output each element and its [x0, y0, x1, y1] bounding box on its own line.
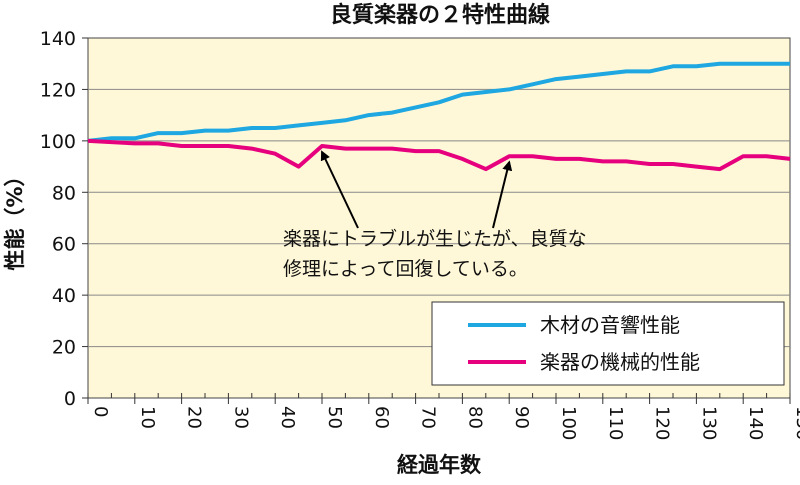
x-tick-label-70: 70 [418, 406, 439, 429]
y-tick-label-80: 80 [52, 182, 76, 204]
legend-label-wood-acoustic: 木材の音響性能 [540, 313, 680, 337]
x-tick-label-90: 90 [511, 406, 532, 429]
x-tick-label-10: 10 [137, 406, 158, 429]
x-tick-label-80: 80 [464, 406, 485, 429]
x-tick-marks [87, 393, 791, 404]
y-tick-label-40: 40 [52, 285, 76, 307]
x-tick-label-140: 140 [745, 406, 766, 440]
annotation-line-2: 修理によって回復している。 [283, 258, 528, 280]
x-tick-label-30: 30 [230, 406, 251, 429]
legend-label-instrument-mechanical: 楽器の機械的性能 [540, 350, 700, 374]
legend-box [431, 301, 785, 386]
series-line-1 [87, 138, 791, 172]
y-tick-label-120: 120 [40, 79, 76, 101]
y-tick-label-0: 0 [64, 388, 76, 410]
x-tick-label-20: 20 [184, 406, 205, 429]
series-lines [87, 61, 791, 172]
x-tick-labels: 0 10 20 30 40 50 60 70 80 90 100 110 120 130 140 150 [90, 406, 800, 440]
legend: 木材の音響性能 楽器の機械的性能 [431, 301, 785, 386]
x-tick-label-120: 120 [652, 406, 673, 440]
annotation-arrow-1 [492, 160, 513, 229]
y-tick-label-140: 140 [40, 28, 76, 50]
x-tick-label-50: 50 [324, 406, 345, 429]
x-tick-label-60: 60 [371, 406, 392, 429]
x-tick-label-130: 130 [698, 406, 719, 440]
y-axis-label: 性能（%） [3, 165, 27, 270]
x-axis-label: 経過年数 [397, 453, 482, 477]
y-tick-label-60: 60 [52, 234, 76, 256]
y-tick-labels: 0 20 40 60 80 100 120 140 [40, 28, 76, 410]
x-tick-label-40: 40 [277, 406, 298, 429]
y-tick-label-20: 20 [52, 337, 76, 359]
series-line-0 [87, 61, 790, 143]
x-tick-label-110: 110 [605, 406, 626, 440]
annotation-line-1: 楽器にトラブルが生じたが、良質な [283, 227, 587, 250]
x-tick-label-0: 0 [90, 406, 111, 417]
chart-title: 良質楽器の２特性曲線 [330, 2, 550, 28]
x-tick-label-100: 100 [558, 406, 579, 440]
annotation: 楽器にトラブルが生じたが、良質な 修理によって回復している。 [283, 227, 587, 280]
y-tick-label-100: 100 [40, 131, 76, 153]
x-tick-label-150: 150 [792, 406, 800, 440]
annotation-arrows [320, 150, 513, 229]
annotation-arrow-0 [320, 150, 359, 229]
